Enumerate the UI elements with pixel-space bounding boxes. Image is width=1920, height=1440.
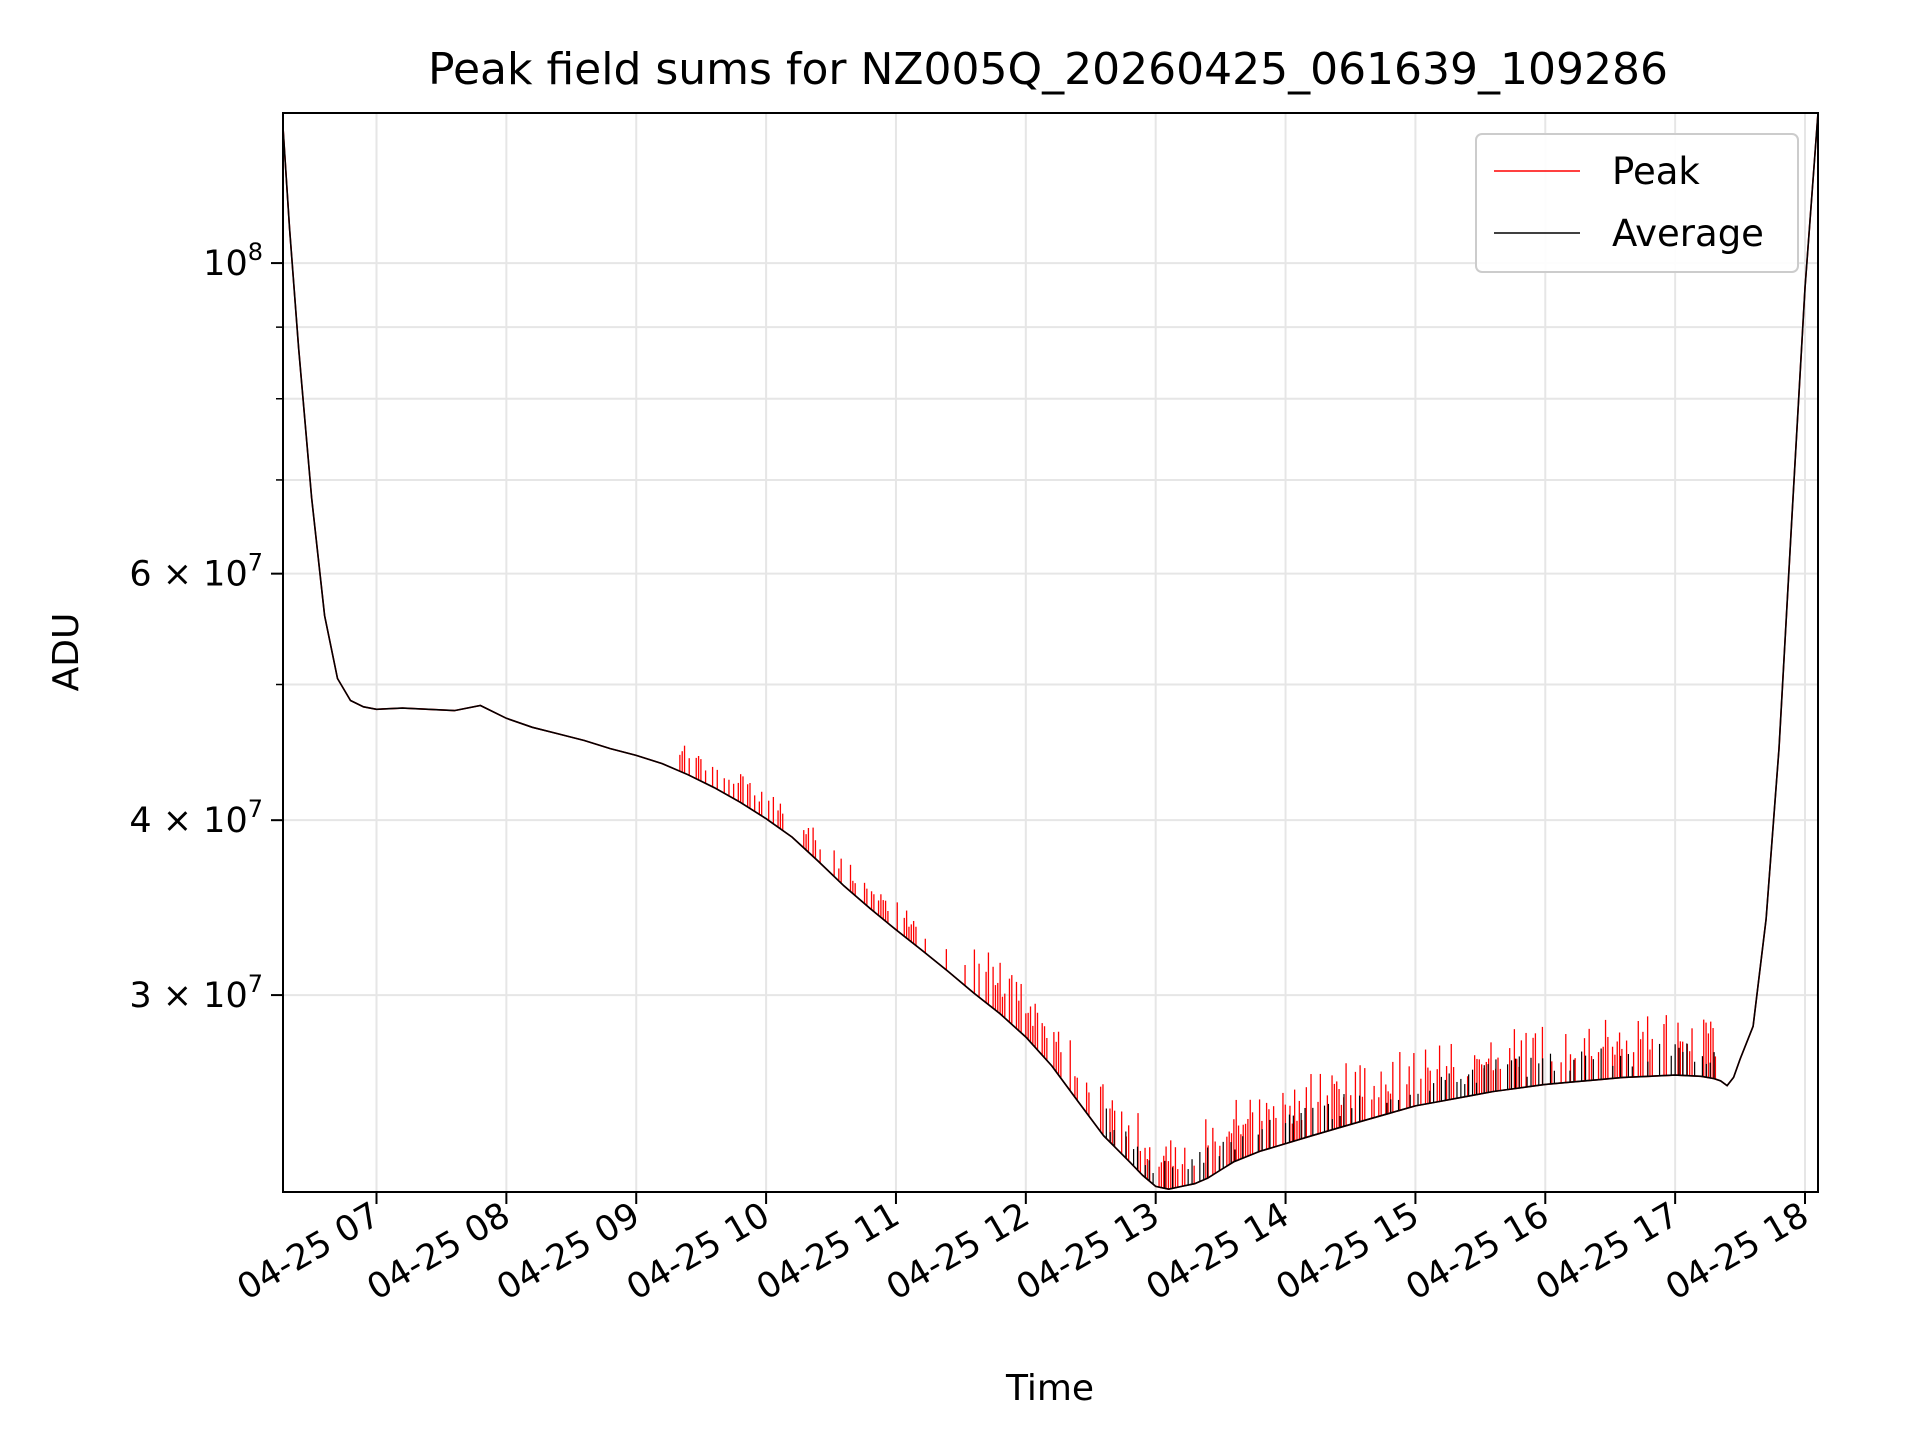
series-group [282,112,1819,1191]
peak-spikes [679,745,1717,1190]
legend-label-average: Average [1612,212,1764,255]
y-tick-label: 3 × 107 [129,970,263,1016]
y-tick-label: 4 × 107 [129,795,263,841]
y-tick-label: 6 × 107 [129,549,263,595]
legend-label-peak: Peak [1612,150,1700,193]
average-notches [1105,1043,1715,1189]
y-tick-label: 108 [203,238,263,284]
series-line-average [282,112,1819,1191]
legend-frame [1475,133,1799,273]
chart-title: Peak field sums for NZ005Q_20260425_0616… [428,44,1668,95]
legend: Peak Average [1475,133,1799,273]
y-axis-label: ADU [46,613,87,692]
plot-area-frame [282,112,1819,1193]
grid [283,113,1818,1192]
y-axis: 108 6 × 107 4 × 107 3 × 107 [129,238,283,1016]
x-axis-label: Time [1005,1368,1094,1409]
